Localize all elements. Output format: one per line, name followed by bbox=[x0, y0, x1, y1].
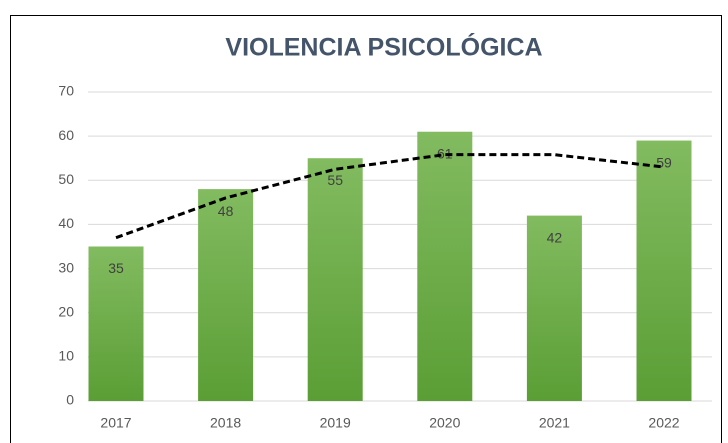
bar bbox=[307, 158, 363, 401]
bar bbox=[526, 215, 582, 401]
bar bbox=[198, 189, 254, 401]
data-label: 61 bbox=[437, 145, 453, 161]
bar bbox=[417, 131, 473, 401]
y-tick-label: 60 bbox=[58, 127, 74, 143]
chart-title: VIOLENCIA PSICOLÓGICA bbox=[225, 32, 542, 62]
data-label: 48 bbox=[218, 203, 234, 219]
data-label: 35 bbox=[108, 260, 124, 276]
bar bbox=[636, 140, 692, 402]
data-label: 42 bbox=[547, 229, 563, 245]
x-tick-label: 2021 bbox=[539, 415, 570, 431]
bar bbox=[88, 246, 144, 401]
y-tick-label: 10 bbox=[58, 348, 74, 364]
y-tick-label: 70 bbox=[58, 83, 74, 99]
data-label: 55 bbox=[327, 172, 343, 188]
y-tick-label: 30 bbox=[58, 259, 74, 275]
y-tick-label: 50 bbox=[58, 171, 74, 187]
x-tick-label: 2017 bbox=[100, 415, 131, 431]
y-tick-label: 0 bbox=[66, 392, 74, 408]
x-tick-label: 2020 bbox=[429, 415, 460, 431]
trendline bbox=[115, 153, 665, 240]
x-tick-label: 2018 bbox=[210, 415, 241, 431]
x-tick-label: 2019 bbox=[320, 415, 351, 431]
x-tick-label: 2022 bbox=[648, 415, 679, 431]
y-tick-label: 20 bbox=[58, 303, 74, 319]
y-tick-label: 40 bbox=[58, 215, 74, 231]
